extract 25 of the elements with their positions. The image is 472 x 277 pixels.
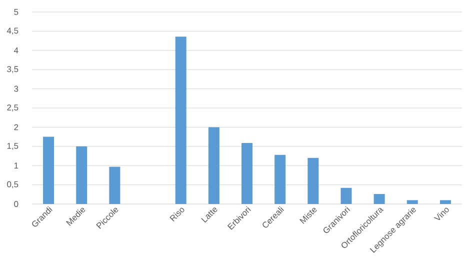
bar xyxy=(242,142,253,204)
y-tick-label: 4,5 xyxy=(6,28,18,35)
y-tick-label: 0 xyxy=(14,201,18,207)
bar xyxy=(76,146,88,204)
bar xyxy=(109,166,120,204)
bar xyxy=(406,200,418,204)
bar xyxy=(374,194,385,204)
y-tick-label: 2,5 xyxy=(7,104,18,112)
x-tick-label: Riso xyxy=(170,208,184,222)
bar xyxy=(208,127,220,204)
y-tick-label: 3 xyxy=(14,86,18,92)
y-tick-label: 2 xyxy=(14,124,18,130)
y-tick-label: 1,5 xyxy=(7,142,18,150)
bar xyxy=(175,36,186,204)
y-tick-label: 3,5 xyxy=(7,66,18,74)
bar xyxy=(274,154,286,204)
bar xyxy=(440,200,451,204)
x-tick-label: Vino xyxy=(434,208,449,220)
y-tick-label: 1 xyxy=(14,162,18,169)
y-tick-label: 0,5 xyxy=(7,181,18,188)
bar xyxy=(308,158,319,204)
bar xyxy=(340,188,352,204)
bar xyxy=(43,136,54,204)
y-tick-label: 5 xyxy=(14,9,18,15)
y-tick-label: 4 xyxy=(14,47,18,54)
